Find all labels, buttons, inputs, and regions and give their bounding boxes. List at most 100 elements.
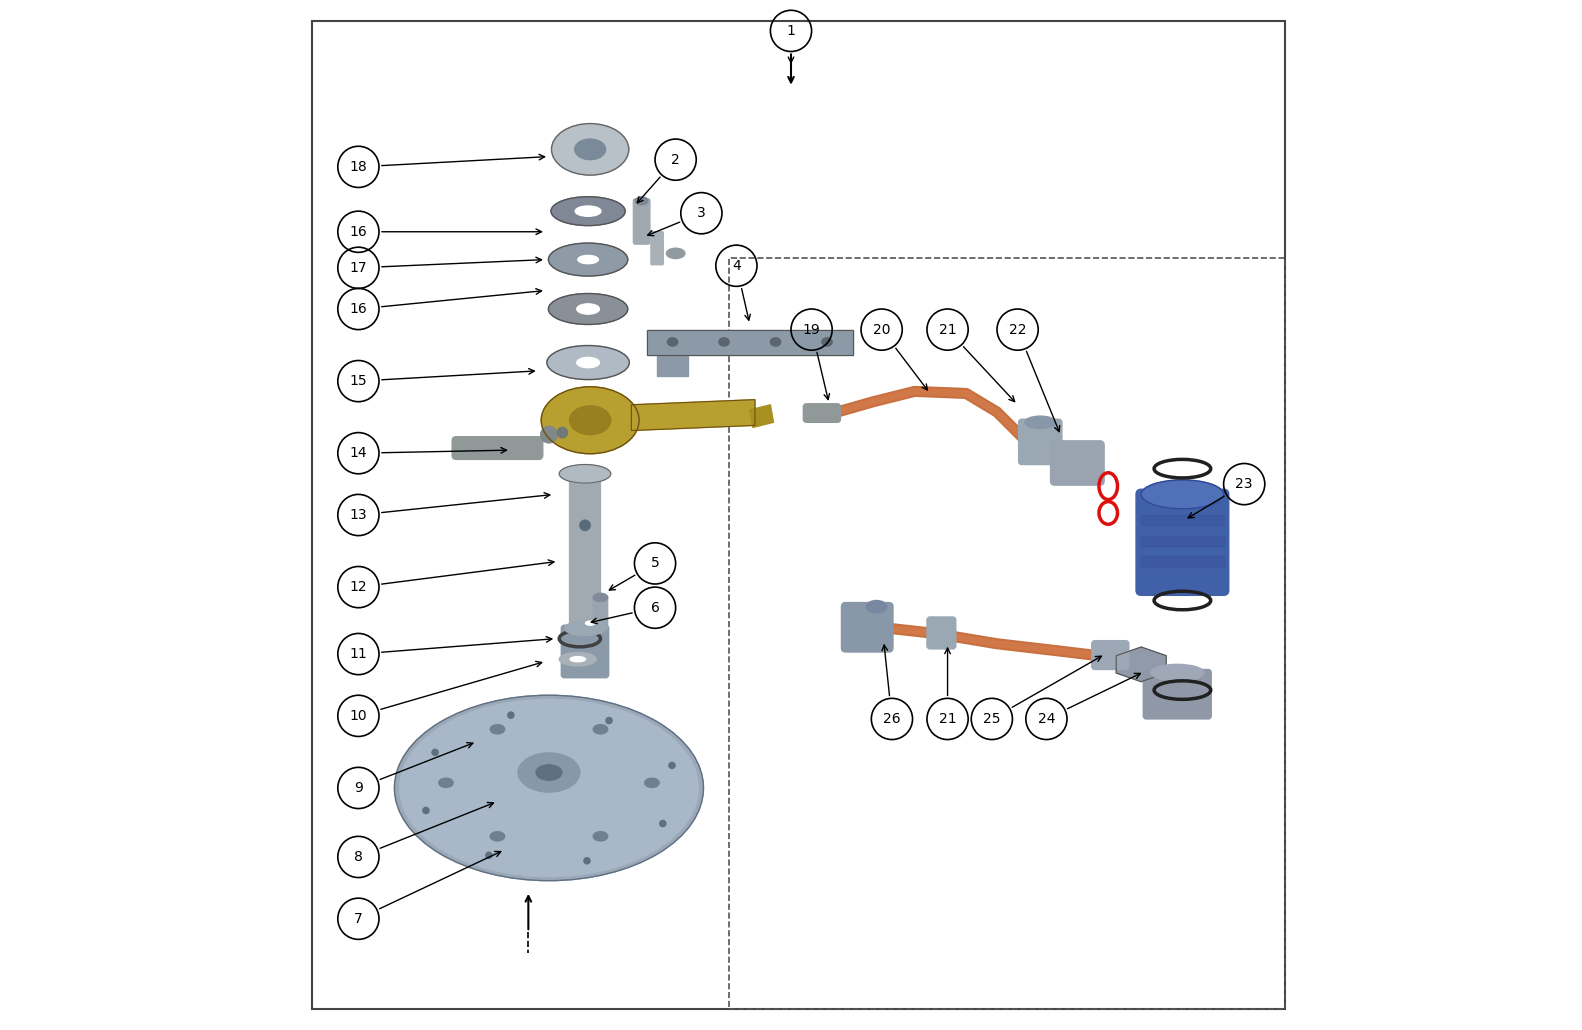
Ellipse shape bbox=[547, 346, 630, 379]
Ellipse shape bbox=[536, 764, 562, 781]
Text: 25: 25 bbox=[982, 712, 1000, 726]
Ellipse shape bbox=[577, 357, 600, 368]
Text: 21: 21 bbox=[938, 712, 957, 726]
Ellipse shape bbox=[549, 243, 628, 276]
Text: 21: 21 bbox=[938, 322, 957, 337]
Ellipse shape bbox=[551, 197, 625, 226]
Text: 7: 7 bbox=[354, 912, 362, 926]
Circle shape bbox=[422, 808, 429, 814]
Ellipse shape bbox=[823, 338, 832, 346]
Ellipse shape bbox=[394, 695, 704, 881]
Ellipse shape bbox=[560, 465, 611, 483]
Text: 20: 20 bbox=[873, 322, 891, 337]
Polygon shape bbox=[1117, 647, 1166, 682]
Ellipse shape bbox=[645, 779, 660, 787]
Text: 16: 16 bbox=[350, 225, 367, 239]
Circle shape bbox=[486, 852, 492, 858]
Circle shape bbox=[584, 858, 590, 864]
FancyBboxPatch shape bbox=[1141, 515, 1223, 525]
FancyBboxPatch shape bbox=[570, 472, 601, 636]
Text: 13: 13 bbox=[350, 508, 367, 522]
Ellipse shape bbox=[593, 593, 607, 602]
Ellipse shape bbox=[400, 699, 698, 877]
Text: 24: 24 bbox=[1038, 712, 1055, 726]
Ellipse shape bbox=[577, 255, 598, 264]
Circle shape bbox=[581, 520, 590, 530]
FancyBboxPatch shape bbox=[1136, 489, 1229, 595]
FancyBboxPatch shape bbox=[804, 404, 840, 422]
Ellipse shape bbox=[574, 139, 606, 160]
Text: 9: 9 bbox=[354, 781, 362, 795]
Ellipse shape bbox=[666, 248, 685, 259]
Text: 3: 3 bbox=[698, 206, 706, 220]
Text: 5: 5 bbox=[650, 556, 660, 571]
FancyBboxPatch shape bbox=[593, 596, 607, 629]
Ellipse shape bbox=[1150, 664, 1204, 681]
Text: 26: 26 bbox=[883, 712, 900, 726]
Ellipse shape bbox=[565, 621, 606, 636]
FancyBboxPatch shape bbox=[650, 232, 663, 265]
Circle shape bbox=[541, 426, 557, 443]
FancyBboxPatch shape bbox=[1019, 419, 1062, 465]
Ellipse shape bbox=[593, 831, 607, 840]
Text: 19: 19 bbox=[802, 322, 821, 337]
Polygon shape bbox=[750, 405, 774, 427]
FancyBboxPatch shape bbox=[452, 437, 543, 459]
Ellipse shape bbox=[585, 621, 595, 625]
Text: 14: 14 bbox=[350, 446, 367, 460]
Circle shape bbox=[669, 762, 676, 768]
Polygon shape bbox=[647, 330, 853, 355]
Polygon shape bbox=[657, 355, 688, 376]
Circle shape bbox=[557, 427, 568, 438]
Text: 15: 15 bbox=[350, 374, 367, 388]
Text: 23: 23 bbox=[1236, 477, 1253, 491]
Circle shape bbox=[660, 821, 666, 827]
Text: 22: 22 bbox=[1009, 322, 1027, 337]
Ellipse shape bbox=[1025, 416, 1055, 428]
Ellipse shape bbox=[1141, 480, 1223, 509]
Ellipse shape bbox=[517, 753, 581, 792]
FancyBboxPatch shape bbox=[1141, 536, 1223, 546]
Ellipse shape bbox=[549, 294, 628, 324]
Ellipse shape bbox=[570, 657, 585, 662]
FancyBboxPatch shape bbox=[842, 603, 892, 652]
FancyBboxPatch shape bbox=[562, 625, 609, 678]
Ellipse shape bbox=[579, 618, 601, 628]
Text: 11: 11 bbox=[350, 647, 367, 661]
Ellipse shape bbox=[490, 725, 505, 734]
Ellipse shape bbox=[570, 406, 611, 435]
Text: 17: 17 bbox=[350, 261, 367, 275]
Text: 6: 6 bbox=[650, 600, 660, 615]
Text: 12: 12 bbox=[350, 580, 367, 594]
Ellipse shape bbox=[770, 338, 780, 346]
FancyBboxPatch shape bbox=[1092, 641, 1130, 670]
Ellipse shape bbox=[541, 386, 639, 453]
Text: 8: 8 bbox=[354, 850, 362, 864]
Ellipse shape bbox=[577, 304, 600, 314]
Circle shape bbox=[606, 718, 612, 724]
Text: 16: 16 bbox=[350, 302, 367, 316]
FancyBboxPatch shape bbox=[633, 199, 650, 244]
Circle shape bbox=[432, 749, 438, 755]
Text: 10: 10 bbox=[350, 709, 367, 723]
Text: 18: 18 bbox=[350, 160, 367, 174]
Ellipse shape bbox=[560, 653, 596, 666]
Ellipse shape bbox=[718, 338, 729, 346]
Ellipse shape bbox=[552, 124, 628, 175]
Circle shape bbox=[508, 712, 514, 718]
FancyBboxPatch shape bbox=[1050, 441, 1104, 485]
FancyBboxPatch shape bbox=[927, 617, 956, 649]
Text: 4: 4 bbox=[732, 259, 740, 273]
Ellipse shape bbox=[867, 600, 888, 613]
Text: 1: 1 bbox=[786, 24, 796, 38]
Polygon shape bbox=[631, 400, 755, 431]
Ellipse shape bbox=[668, 338, 677, 346]
Ellipse shape bbox=[636, 197, 649, 205]
Ellipse shape bbox=[438, 779, 452, 787]
FancyBboxPatch shape bbox=[1141, 556, 1223, 566]
Ellipse shape bbox=[576, 206, 601, 216]
Ellipse shape bbox=[490, 831, 505, 840]
Text: 2: 2 bbox=[671, 152, 680, 167]
FancyBboxPatch shape bbox=[1144, 670, 1212, 719]
Ellipse shape bbox=[593, 725, 607, 734]
